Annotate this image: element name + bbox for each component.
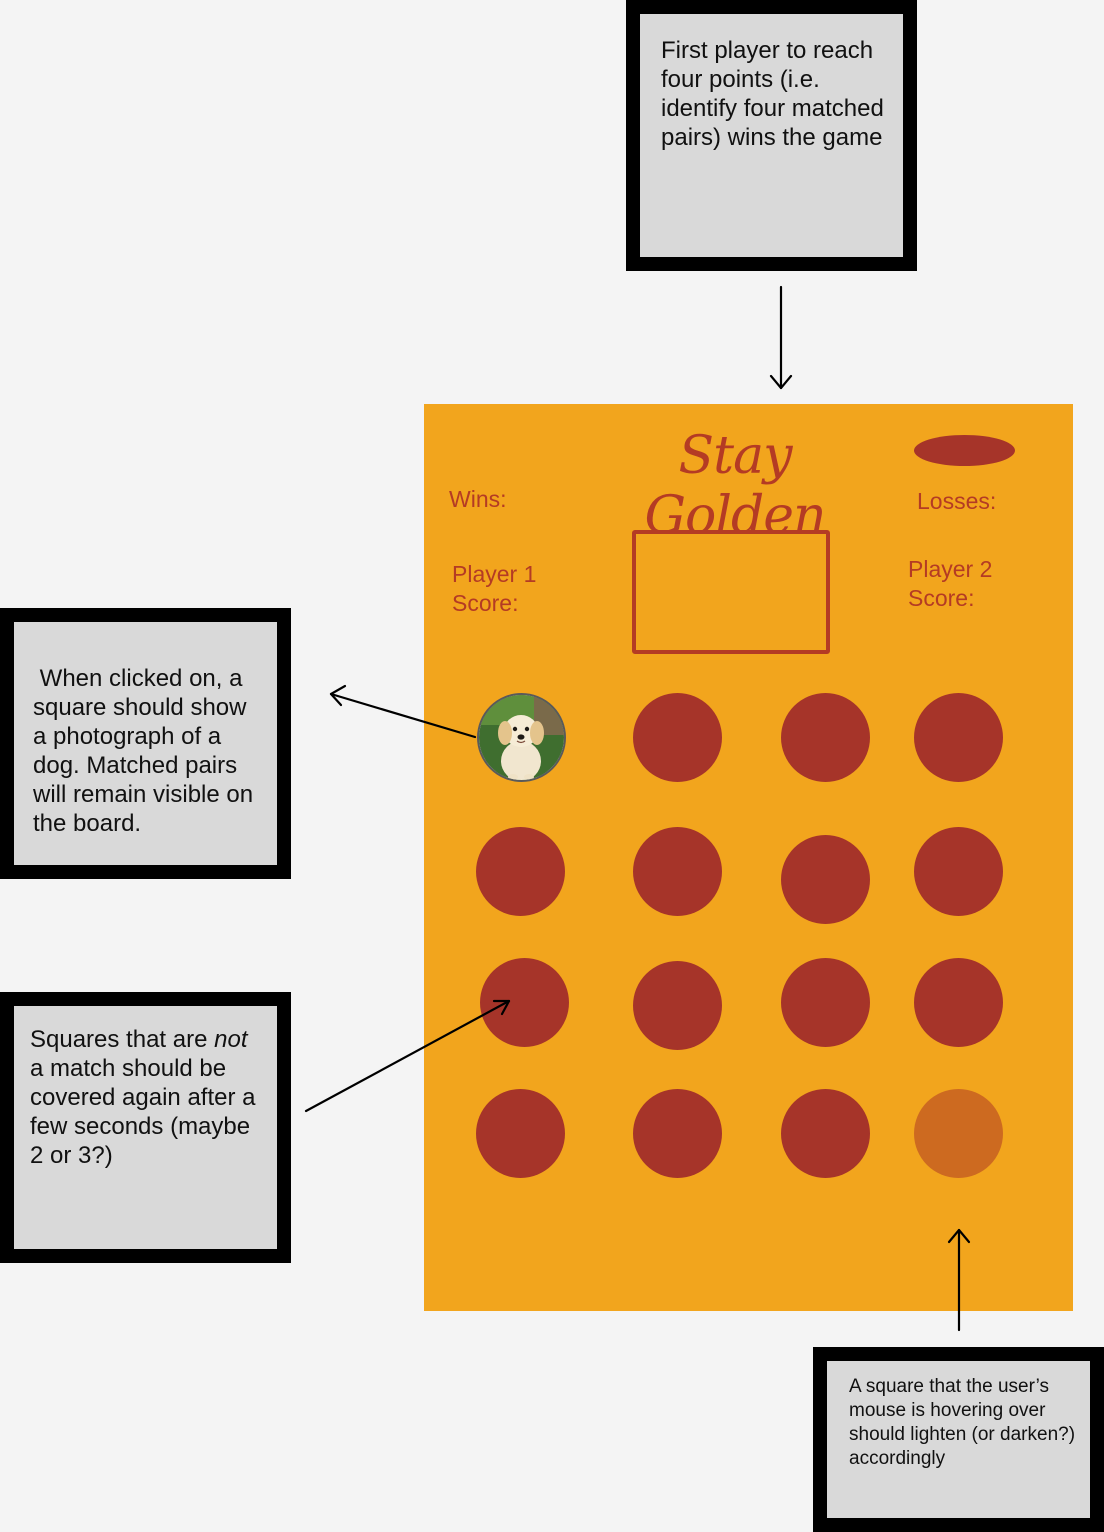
card-covered[interactable] bbox=[781, 1089, 870, 1178]
note-no-match-text-start: Squares that are bbox=[30, 1026, 215, 1053]
note-click-behavior: When clicked on, a square should show a … bbox=[0, 608, 291, 879]
note-win-condition-text: First player to reach four points (i.e. … bbox=[661, 37, 884, 151]
card-covered[interactable] bbox=[914, 693, 1003, 782]
card-covered[interactable] bbox=[480, 958, 569, 1047]
arrow-to-click-note bbox=[329, 684, 477, 739]
note-hover-behavior-text: A square that the user’s mouse is hoveri… bbox=[849, 1376, 1076, 1469]
arrow-to-hovered-card bbox=[947, 1228, 971, 1332]
card-covered[interactable] bbox=[781, 693, 870, 782]
arrow-to-card bbox=[304, 999, 511, 1113]
player1-label: Player 1 bbox=[452, 561, 537, 587]
card-covered[interactable] bbox=[633, 827, 722, 916]
note-click-behavior-text: When clicked on, a square should show a … bbox=[33, 665, 260, 837]
player1-score: Player 1 Score: bbox=[452, 560, 536, 618]
card-covered[interactable] bbox=[914, 827, 1003, 916]
note-win-condition: First player to reach four points (i.e. … bbox=[626, 0, 917, 271]
game-title: Stay Golden bbox=[644, 426, 826, 546]
note-no-match: Squares that are not a match should be c… bbox=[0, 992, 291, 1263]
card-covered[interactable] bbox=[633, 961, 722, 1050]
player2-score-label: Score: bbox=[908, 585, 975, 611]
note-hover-behavior: A square that the user’s mouse is hoveri… bbox=[813, 1347, 1104, 1532]
wins-label: Wins: bbox=[449, 486, 507, 512]
card-covered[interactable] bbox=[633, 693, 722, 782]
player1-score-label: Score: bbox=[452, 590, 519, 616]
arrow-to-board-top bbox=[769, 285, 793, 390]
player2-label: Player 2 bbox=[908, 556, 993, 582]
card-covered[interactable] bbox=[633, 1089, 722, 1178]
card-covered[interactable] bbox=[781, 835, 870, 924]
game-board: Stay Golden Wins: Losses: Player 1 Score… bbox=[424, 404, 1073, 1311]
note-no-match-text: Squares that are not a match should be c… bbox=[30, 1025, 265, 1170]
note-no-match-emphasis: not bbox=[214, 1026, 248, 1053]
losses-label: Losses: bbox=[917, 488, 997, 514]
card-covered[interactable] bbox=[476, 827, 565, 916]
card-hovered[interactable] bbox=[914, 1089, 1003, 1178]
player2-score: Player 2 Score: bbox=[908, 555, 992, 613]
note-no-match-text-end: a match should be covered again after a … bbox=[30, 1026, 263, 1169]
score-display-box bbox=[632, 530, 830, 654]
card-covered[interactable] bbox=[914, 958, 1003, 1047]
menu-pill-button[interactable] bbox=[914, 435, 1015, 466]
card-covered[interactable] bbox=[781, 958, 870, 1047]
card-covered[interactable] bbox=[476, 1089, 565, 1178]
